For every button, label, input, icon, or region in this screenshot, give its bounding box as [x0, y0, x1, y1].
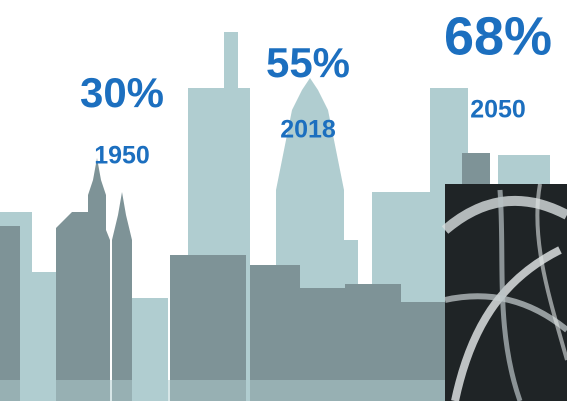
- year: 1950: [94, 142, 150, 170]
- percent: 30%: [80, 69, 164, 116]
- percent: 68%: [444, 6, 552, 66]
- year: 2018: [280, 116, 336, 144]
- percent: 55%: [266, 39, 350, 86]
- year: 2050: [470, 96, 526, 124]
- skyline-front: [0, 153, 490, 401]
- photo: [441, 183, 567, 401]
